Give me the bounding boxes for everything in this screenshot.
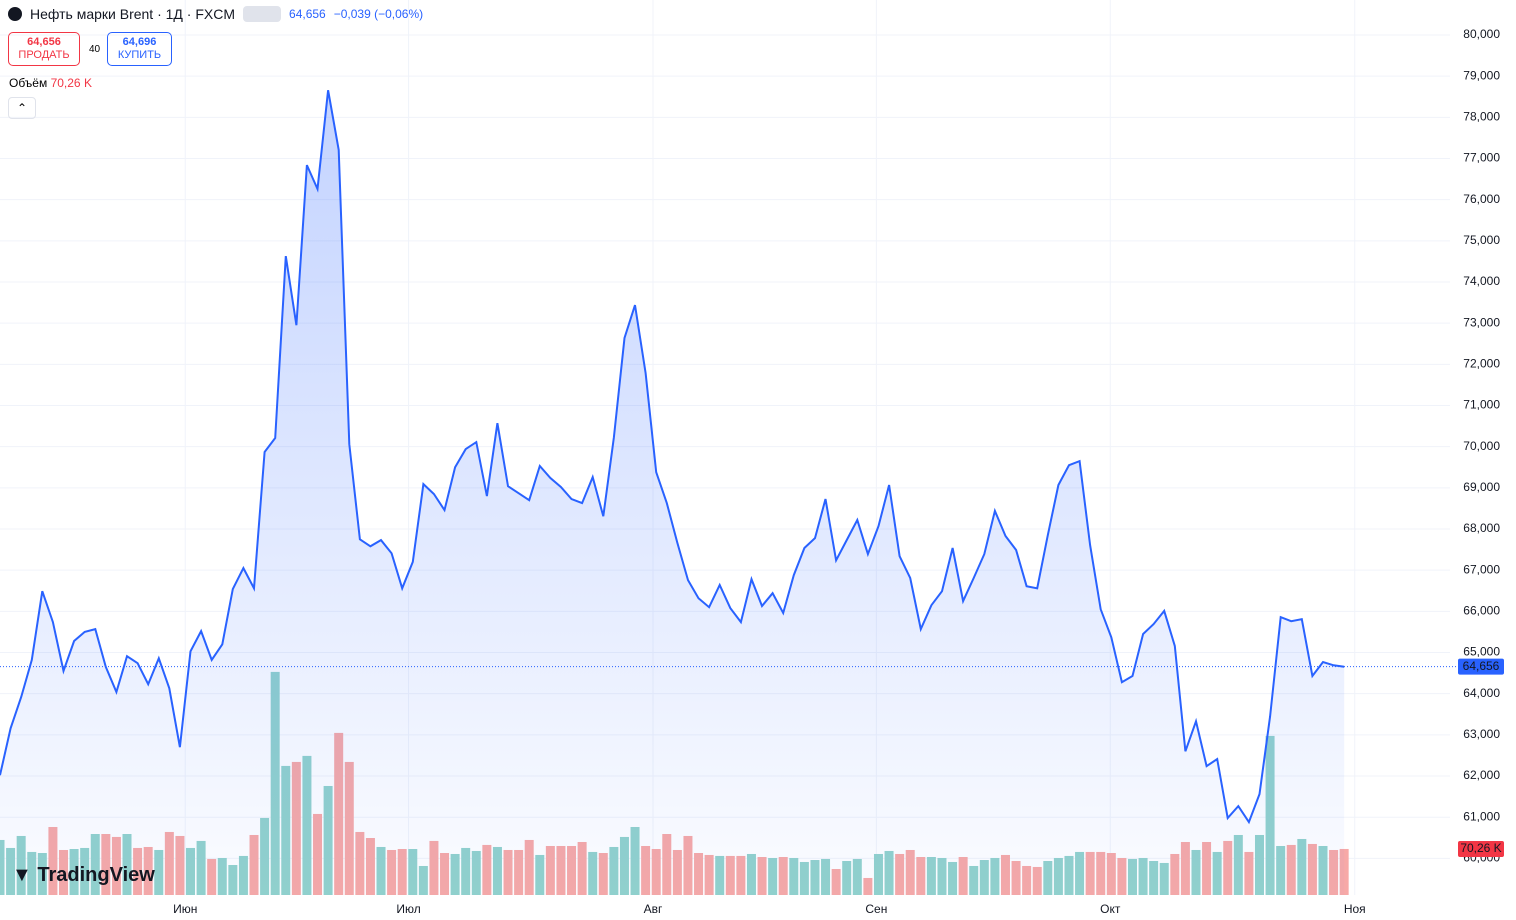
price-change: −0,039 (−0,06%): [333, 7, 424, 21]
buy-button[interactable]: 64,696 КУПИТЬ: [107, 32, 172, 66]
price-line: [0, 90, 1345, 825]
x-tick-label: Сен: [865, 902, 887, 916]
y-tick-label: 70,000: [1463, 439, 1500, 453]
sell-label: ПРОДАТЬ: [18, 49, 70, 61]
y-tick-label: 79,000: [1463, 68, 1500, 82]
last-price: 64,656: [289, 7, 326, 21]
y-tick-label: 76,000: [1463, 192, 1500, 206]
x-tick-label: Авг: [644, 902, 663, 916]
y-tick-label: 73,000: [1463, 315, 1500, 329]
volume-name: Объём: [9, 76, 48, 90]
y-tick-label: 77,000: [1463, 151, 1500, 165]
logo-text: TradingView: [37, 864, 155, 886]
last-price-label: 64,656: [1463, 659, 1500, 673]
x-tick-label: Июл: [396, 902, 420, 916]
volume-legend: Объём 70,26 K: [9, 76, 92, 90]
volume-tag-label: 70,26 K: [1460, 841, 1501, 855]
y-tick-label: 64,000: [1463, 686, 1500, 700]
volume-tag: [1458, 840, 1504, 857]
collapse-button[interactable]: ⌃: [8, 97, 36, 119]
y-tick-label: 68,000: [1463, 521, 1500, 535]
y-tick-label: 74,000: [1463, 274, 1500, 288]
buy-label: КУПИТЬ: [117, 49, 162, 61]
status-badge: [243, 6, 282, 22]
y-tick-label: 72,000: [1463, 357, 1500, 371]
y-tick-label: 78,000: [1463, 110, 1500, 124]
buy-price: 64,696: [122, 36, 157, 48]
last-price-tag: [1458, 658, 1504, 675]
logo: ▼ TradingView: [12, 864, 155, 887]
header: Нефть марки Brent · 1Д · FXCM 64,656 −0,…: [8, 6, 423, 22]
y-tick-label: 80,000: [1463, 27, 1500, 41]
sell-button[interactable]: 64,656 ПРОДАТЬ: [8, 32, 80, 66]
spread: 40: [89, 44, 101, 55]
logo-mark: ▼: [12, 864, 32, 886]
volume-value: 70,26 K: [50, 76, 92, 90]
x-tick-label: Июн: [173, 902, 197, 916]
y-tick-label: 66,000: [1463, 604, 1500, 618]
y-tick-label: 67,000: [1463, 562, 1500, 576]
price-area: [0, 90, 1345, 895]
y-tick-label: 62,000: [1463, 768, 1500, 782]
y-tick-label: 75,000: [1463, 233, 1500, 247]
y-tick-label: 65,000: [1463, 645, 1500, 659]
axis-panel: [1450, 0, 1516, 920]
symbol[interactable]: Нефть марки Brent · 1Д · FXCM: [30, 6, 236, 22]
x-tick-label: Окт: [1100, 902, 1121, 916]
y-tick-label: 69,000: [1463, 480, 1500, 494]
y-tick-label: 63,000: [1463, 727, 1500, 741]
sell-price: 64,656: [27, 36, 61, 48]
y-tick-label: 71,000: [1463, 398, 1500, 412]
x-tick-label: Ноя: [1344, 902, 1366, 916]
y-tick-label: 61,000: [1463, 809, 1500, 823]
symbol-icon: [8, 7, 22, 21]
